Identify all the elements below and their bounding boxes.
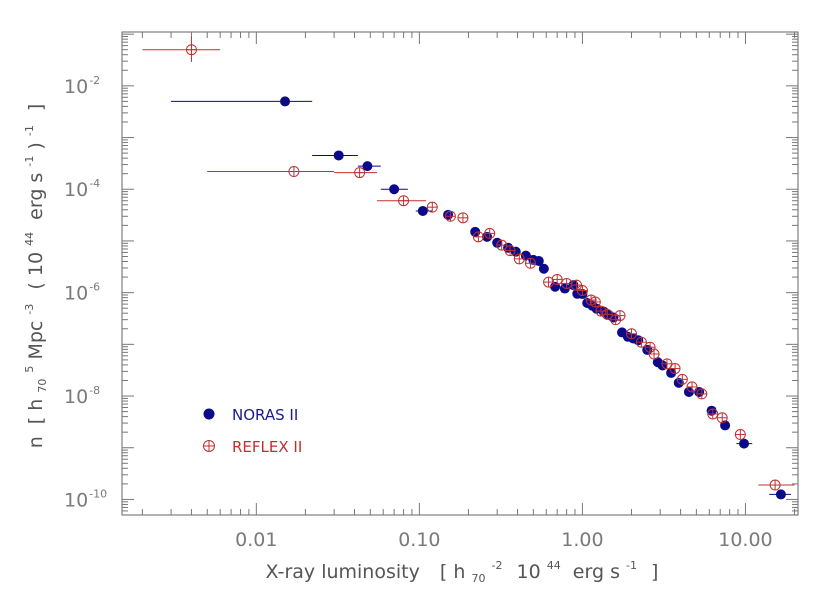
- reflex-point: [472, 231, 484, 243]
- reflex-point: [457, 212, 469, 224]
- reflex-point: [207, 166, 335, 178]
- reflex-point: [543, 276, 555, 288]
- reflex-point: [696, 388, 708, 400]
- noras-point: [380, 184, 408, 195]
- reflex-point: [513, 253, 525, 265]
- filled-circle-marker: [417, 205, 428, 216]
- noras-point: [769, 489, 791, 500]
- x-tick-labels: 0.01 0.10 1.00 10.00: [235, 529, 772, 551]
- x-axis-title: X-ray luminosity [ h 70 -2 10 44 erg s -…: [266, 552, 659, 587]
- filled-circle-marker: [538, 263, 549, 274]
- noras-point: [171, 96, 313, 107]
- filled-circle-marker: [333, 150, 344, 161]
- filled-circle-marker: [280, 96, 291, 107]
- filled-circle-marker: [739, 438, 750, 449]
- reflex-point: [707, 408, 719, 420]
- filled-circle-marker: [694, 386, 705, 397]
- noras-point: [706, 405, 717, 416]
- legend-marker-noras: [203, 408, 215, 420]
- reflex-point: [734, 429, 746, 441]
- reflex-point: [142, 36, 221, 62]
- filled-circle-marker: [520, 250, 531, 261]
- noras-point: [357, 161, 381, 172]
- noras-point: [538, 263, 549, 274]
- reflex-point: [595, 305, 607, 317]
- y-tick-label: 10-6: [64, 281, 100, 305]
- noras-point: [694, 386, 705, 397]
- reflex-point: [676, 373, 688, 385]
- noras-point: [666, 367, 677, 378]
- filled-circle-marker: [550, 281, 561, 292]
- filled-circle-marker: [683, 386, 694, 397]
- reflex-point: [496, 239, 508, 251]
- reflex-point: [614, 310, 626, 322]
- reflex-point: [561, 278, 573, 290]
- noras-point: [550, 281, 561, 292]
- noras-point: [520, 250, 531, 261]
- filled-circle-marker: [775, 489, 786, 500]
- filled-circle-marker: [533, 255, 544, 266]
- reflex-point: [334, 167, 378, 179]
- reflex-point: [758, 479, 795, 491]
- legend-label-noras: NORAS II: [232, 406, 298, 424]
- y-tick-label: 10-8: [64, 384, 100, 408]
- filled-circle-marker: [706, 405, 717, 416]
- reflex-point: [669, 363, 681, 375]
- noras-point: [736, 438, 753, 449]
- reflex-point: [635, 336, 647, 348]
- filled-circle-marker: [362, 161, 373, 172]
- legend-label-reflex: REFLEX II: [232, 438, 302, 456]
- reflex-point: [686, 381, 698, 393]
- x-tick-label: 0.10: [398, 529, 440, 551]
- y-tick-label: 10-10: [64, 487, 107, 511]
- legend-marker-reflex: [203, 440, 215, 452]
- x-tick-label: 10.00: [718, 529, 772, 551]
- reflex-point: [444, 210, 456, 222]
- filled-circle-marker: [633, 335, 644, 346]
- reflex-point: [484, 227, 496, 239]
- reflex-point: [576, 284, 588, 296]
- reflex-point: [571, 279, 583, 291]
- data-points: [142, 36, 795, 500]
- reflex-point: [661, 358, 673, 370]
- reflex-point: [589, 296, 601, 308]
- filled-circle-marker: [470, 226, 481, 237]
- x-tick-label: 0.01: [235, 529, 277, 551]
- noras-point: [312, 150, 358, 161]
- noras-point: [470, 226, 481, 237]
- reflex-point: [377, 195, 427, 207]
- reflex-point: [648, 348, 660, 360]
- reflex-point: [601, 308, 613, 320]
- noras-point: [533, 255, 544, 266]
- reflex-point: [504, 245, 516, 257]
- filled-circle-marker: [666, 367, 677, 378]
- x-tick-label: 1.00: [561, 529, 603, 551]
- y-tick-label: 10-4: [64, 177, 100, 201]
- noras-point: [633, 335, 644, 346]
- axis-ticks: [122, 32, 798, 515]
- reflex-point: [610, 314, 622, 326]
- y-tick-labels: 10-2 10-4 10-6 10-8 10-10: [64, 74, 107, 512]
- y-tick-label: 10-2: [64, 74, 100, 98]
- reflex-point: [551, 273, 563, 285]
- y-axis-title: n [ h 70 5 Mpc -3 ( 10 44 erg s -1 ) -1 …: [16, 104, 51, 449]
- reflex-point: [626, 328, 638, 340]
- noras-point: [683, 386, 694, 397]
- legend: NORAS II REFLEX II: [203, 406, 302, 456]
- reflex-point: [426, 201, 438, 213]
- reflex-point: [524, 257, 536, 269]
- plot-frame: [121, 31, 799, 516]
- reflex-point: [716, 412, 728, 424]
- filled-circle-marker: [389, 184, 400, 195]
